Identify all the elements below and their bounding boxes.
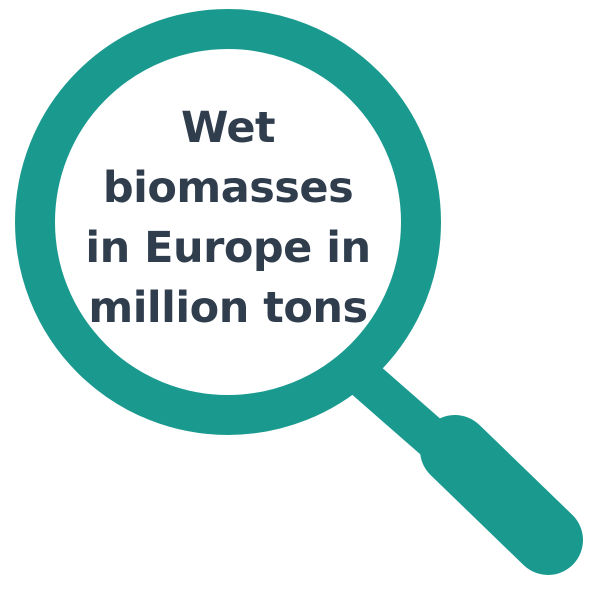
- magnifier-handle: [420, 415, 583, 575]
- title-line-2: biomasses: [102, 163, 354, 213]
- magnifier-ring: [15, 9, 441, 435]
- lens-title: Wet biomasses in Europe in million tons: [78, 88, 378, 348]
- magnifier-neck: [340, 355, 460, 465]
- title-line-1: Wet: [180, 103, 276, 153]
- title-line-4: million tons: [88, 283, 368, 333]
- title-line-3: in Europe in: [85, 223, 371, 273]
